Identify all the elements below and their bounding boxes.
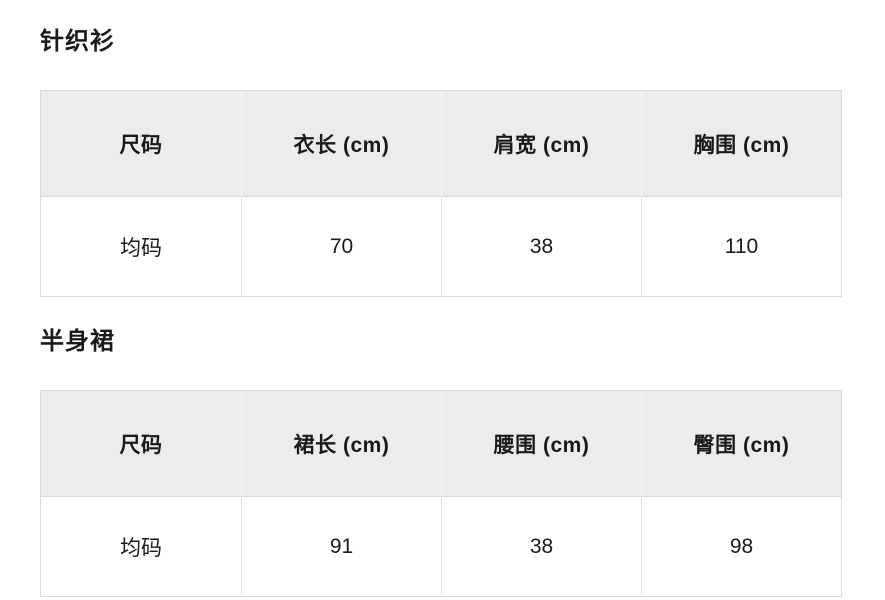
size-section-knit-top: 针织衫 尺码 衣长 (cm) 肩宽 (cm) 胸围 (cm) 均码 70 38 … [40, 30, 842, 297]
size-section-skirt: 半身裙 尺码 裙长 (cm) 腰围 (cm) 臀围 (cm) 均码 91 38 … [40, 330, 842, 597]
column-header-waist: 腰围 (cm) [441, 391, 641, 497]
skirt-size-table: 尺码 裙长 (cm) 腰围 (cm) 臀围 (cm) 均码 91 38 98 [40, 390, 842, 597]
cell-waist: 38 [441, 497, 641, 596]
table-header-row: 尺码 裙长 (cm) 腰围 (cm) 臀围 (cm) [41, 391, 841, 497]
cell-skirt-length: 91 [241, 497, 441, 596]
cell-hip: 98 [641, 497, 841, 596]
column-header-shoulder-width: 肩宽 (cm) [441, 91, 641, 197]
column-header-skirt-length: 裙长 (cm) [241, 391, 441, 497]
cell-size: 均码 [41, 497, 241, 596]
cell-garment-length: 70 [241, 197, 441, 296]
column-header-garment-length: 衣长 (cm) [241, 91, 441, 197]
column-header-size: 尺码 [41, 91, 241, 197]
table-row: 均码 91 38 98 [41, 497, 841, 596]
cell-size: 均码 [41, 197, 241, 296]
cell-bust: 110 [641, 197, 841, 296]
section-title-knit-top: 针织衫 [40, 28, 115, 55]
cell-shoulder-width: 38 [441, 197, 641, 296]
table-row: 均码 70 38 110 [41, 197, 841, 296]
knit-top-size-table: 尺码 衣长 (cm) 肩宽 (cm) 胸围 (cm) 均码 70 38 110 [40, 90, 842, 297]
column-header-size: 尺码 [41, 391, 241, 497]
column-header-hip: 臀围 (cm) [641, 391, 841, 497]
table-header-row: 尺码 衣长 (cm) 肩宽 (cm) 胸围 (cm) [41, 91, 841, 197]
section-title-skirt: 半身裙 [40, 328, 115, 355]
column-header-bust: 胸围 (cm) [641, 91, 841, 197]
